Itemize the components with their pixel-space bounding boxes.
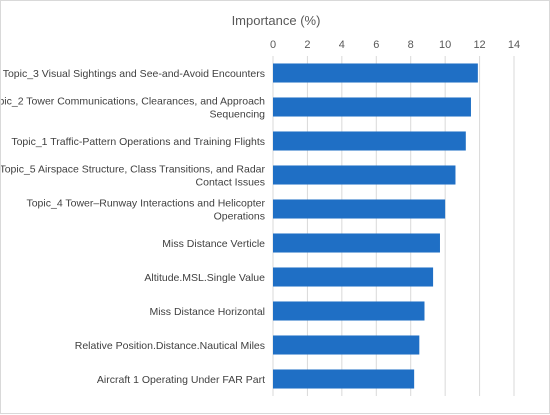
category-label: Topic_4 Tower–Runway Interactions and He… [26, 198, 265, 210]
bar [273, 335, 420, 355]
x-tick-label: 4 [339, 39, 345, 51]
x-tick-label: 2 [304, 39, 310, 51]
category-label: Contact Issues [196, 177, 265, 189]
x-tick-label: 14 [508, 39, 520, 51]
category-label: Operations [214, 211, 265, 223]
bar [273, 369, 415, 389]
category-label: Topic_3 Visual Sightings and See-and-Avo… [3, 68, 265, 80]
category-labels: Topic_3 Visual Sightings and See-and-Avo… [1, 68, 266, 386]
x-tick-label: 6 [373, 39, 379, 51]
category-label: Altitude.MSL.Single Value [144, 272, 265, 284]
x-tick-label: 0 [270, 39, 276, 51]
category-label: Sequencing [210, 109, 266, 121]
category-label: Aircraft 1 Operating Under FAR Part [97, 374, 265, 386]
bar [273, 267, 434, 287]
category-label: Topic_1 Traffic-Pattern Operations and T… [11, 136, 265, 148]
category-label: Topic_2 Tower Communications, Clearances… [1, 96, 265, 108]
x-axis-title: Importance (%) [232, 13, 321, 28]
x-tick-label: 12 [473, 39, 485, 51]
bar [273, 199, 446, 219]
x-tick-labels: 0 2 4 6 8 10 12 14 [270, 39, 520, 51]
bars [273, 63, 478, 389]
x-tick-label: 10 [439, 39, 451, 51]
bar [273, 63, 478, 83]
category-label: Topic_5 Airspace Structure, Class Transi… [1, 164, 266, 176]
bar [273, 233, 440, 253]
bar [273, 301, 425, 321]
category-label: Miss Distance Horizontal [149, 306, 265, 318]
bar [273, 97, 471, 117]
bar [273, 165, 456, 185]
category-label: Relative Position.Distance.Nautical Mile… [75, 340, 265, 352]
category-label: Miss Distance Verticle [162, 238, 265, 250]
x-tick-label: 8 [408, 39, 414, 51]
bar [273, 131, 466, 151]
